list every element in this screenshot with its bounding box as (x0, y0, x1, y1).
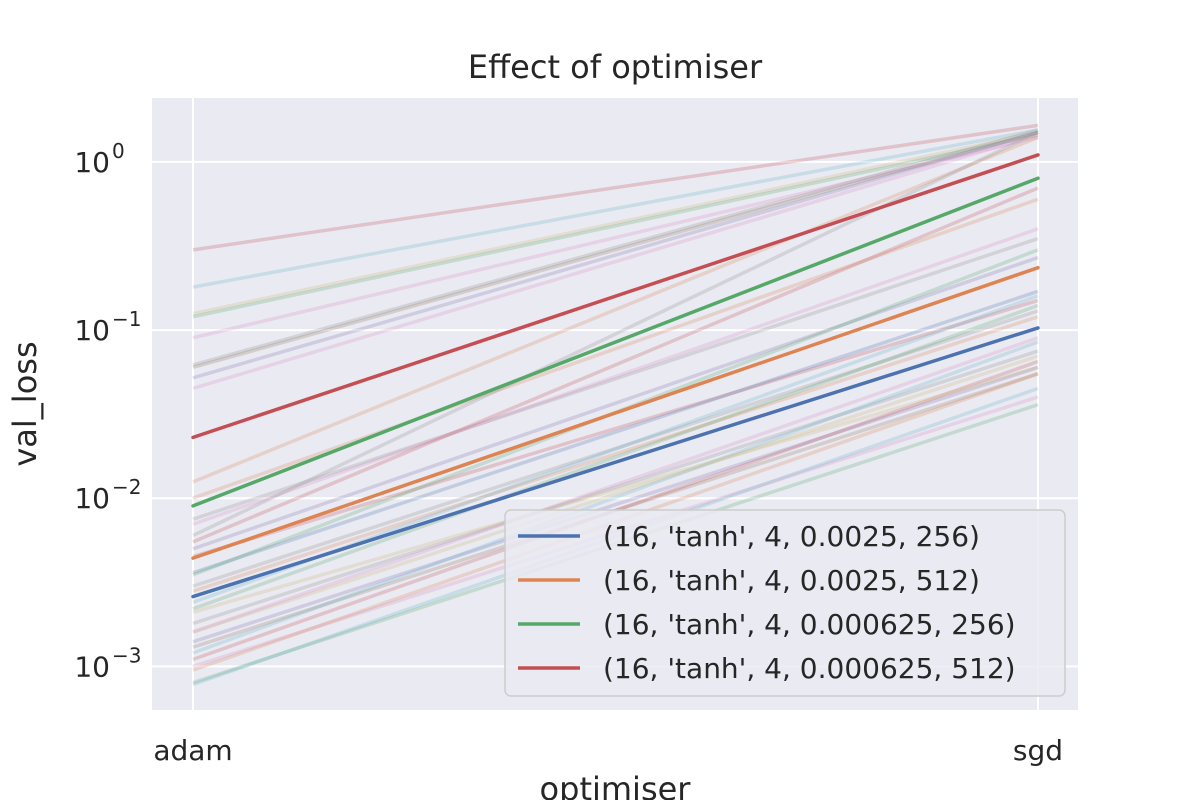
y-tick-label: 10 (74, 314, 110, 347)
x-axis-title: optimiser (540, 770, 692, 800)
series-line (191, 176, 1040, 508)
background-series-line (192, 289, 1039, 575)
y-tick-exponent: −1 (112, 307, 141, 331)
y-tick-label: 10 (74, 482, 110, 515)
background-series-line (192, 336, 1039, 634)
background-series-line (192, 349, 1039, 626)
series-line (191, 265, 1040, 560)
x-tick-label: sgd (1013, 734, 1063, 767)
y-tick-exponent: 0 (112, 139, 125, 163)
background-series-line (192, 135, 1039, 340)
legend-label: (16, 'tanh', 4, 0.000625, 256) (603, 608, 1016, 641)
background-series-line (192, 130, 1039, 316)
background-series-line (192, 236, 1039, 521)
background-lines (192, 123, 1039, 687)
series-line (191, 326, 1040, 599)
background-series-line (192, 303, 1039, 611)
legend-label: (16, 'tanh', 4, 0.0025, 256) (603, 520, 980, 553)
background-series-line (192, 227, 1039, 526)
y-tick-label: 10 (74, 650, 110, 683)
background-series-line (192, 133, 1039, 319)
background-series-line (192, 135, 1039, 484)
y-axis-title: val_loss (6, 341, 44, 466)
background-series-line (192, 123, 1039, 252)
x-tick-labels: adam sgd (153, 734, 1063, 767)
background-series-line (192, 128, 1039, 367)
x-tick-label: adam (153, 734, 232, 767)
background-series-line (192, 298, 1039, 559)
y-tick-exponent: −3 (112, 643, 141, 667)
background-series-line (192, 365, 1039, 614)
background-series-line (192, 309, 1039, 588)
legend-label: (16, 'tanh', 4, 0.000625, 512) (603, 652, 1016, 685)
background-series-line (192, 255, 1039, 551)
background-series-line (192, 365, 1039, 644)
background-series-line (192, 133, 1039, 391)
background-series-line (192, 354, 1039, 634)
background-series-line (192, 186, 1039, 544)
background-series-line (192, 315, 1039, 593)
background-series-line (192, 128, 1039, 289)
background-series-line (192, 340, 1039, 655)
legend: (16, 'tanh', 4, 0.0025, 256) (16, 'tanh',… (504, 509, 1066, 697)
series-lines (191, 153, 1040, 599)
y-tick-label: 10 (74, 146, 110, 179)
background-series-line (192, 130, 1039, 538)
chart-title: Effect of optimiser (468, 48, 763, 86)
series-line (191, 153, 1040, 440)
background-series-line (192, 197, 1039, 500)
legend-box (504, 509, 1066, 697)
background-series-line (192, 130, 1039, 370)
legend-label: (16, 'tanh', 4, 0.0025, 512) (603, 564, 980, 597)
background-series-line (192, 130, 1039, 380)
y-tick-exponent: −2 (112, 475, 141, 499)
